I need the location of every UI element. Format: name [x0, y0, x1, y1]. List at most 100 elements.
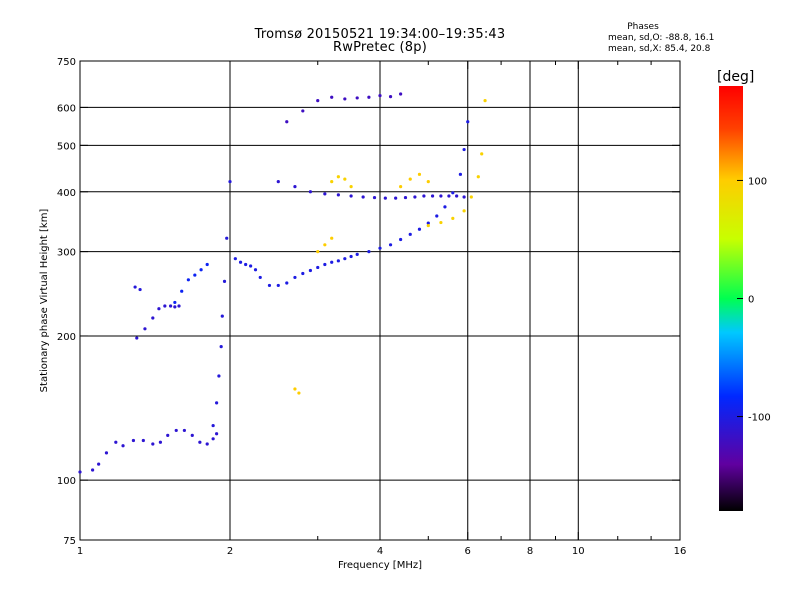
- data-point-o: [211, 423, 215, 428]
- data-point-o: [336, 259, 340, 263]
- data-point-o: [443, 205, 447, 209]
- data-point-o: [349, 254, 353, 259]
- data-point-o: [114, 440, 118, 444]
- data-point-x: [330, 236, 334, 240]
- data-point-o: [293, 185, 297, 189]
- data-point-o: [104, 451, 109, 455]
- data-point-o: [403, 195, 408, 200]
- data-point-x: [330, 180, 334, 184]
- x-axis-label: Frequency [MHz]: [338, 560, 422, 571]
- data-point-o: [244, 262, 248, 267]
- data-point-o: [180, 289, 184, 293]
- data-point-o: [308, 268, 313, 273]
- data-point-o: [408, 232, 412, 236]
- y-tick-label: 750: [57, 57, 76, 68]
- data-point-x: [417, 172, 422, 176]
- data-point-o: [190, 433, 194, 438]
- data-point-o: [330, 260, 334, 264]
- y-tick-label: 600: [57, 103, 76, 114]
- data-point-o: [413, 195, 417, 199]
- data-point-o: [383, 196, 387, 200]
- data-point-o: [422, 194, 426, 198]
- data-point-o: [372, 195, 377, 200]
- data-point-o: [336, 193, 340, 197]
- colorbar-tick-label: 100: [748, 176, 767, 187]
- x-tick-label: 1: [77, 546, 83, 557]
- data-point-o: [78, 470, 82, 474]
- y-tick-label: 75: [63, 536, 76, 547]
- data-point-o: [276, 283, 280, 288]
- data-point-x: [480, 152, 484, 156]
- data-point-o: [166, 433, 170, 438]
- data-point-o: [367, 250, 371, 254]
- data-point-o: [157, 307, 161, 311]
- data-point-o: [233, 257, 237, 261]
- y-tick-label: 200: [57, 332, 76, 343]
- data-point-x: [293, 387, 297, 391]
- data-point-o: [455, 194, 459, 198]
- data-point-x: [343, 177, 347, 181]
- colorbar-tick-label: -100: [748, 413, 771, 424]
- data-point-o: [199, 268, 203, 272]
- x-tick-label: 16: [674, 546, 687, 557]
- data-point-o: [378, 246, 382, 250]
- data-point-o: [228, 180, 232, 184]
- data-point-o: [169, 304, 173, 308]
- data-point-x: [316, 250, 320, 254]
- data-point-o: [205, 262, 209, 267]
- colorbar-unit-label: [deg]: [717, 69, 755, 85]
- data-point-o: [323, 262, 327, 267]
- data-point-o: [219, 345, 223, 349]
- data-point-o: [276, 180, 280, 184]
- data-point-x: [399, 185, 403, 189]
- data-point-o: [361, 195, 365, 199]
- data-point-o: [205, 442, 209, 446]
- data-point-o: [158, 440, 163, 444]
- data-point-o: [267, 283, 272, 288]
- data-point-o: [388, 95, 393, 99]
- data-point-o: [173, 300, 177, 305]
- data-point-o: [343, 257, 347, 261]
- data-point-o: [135, 336, 139, 340]
- data-point-o: [151, 316, 155, 320]
- data-point-o: [141, 438, 145, 443]
- data-point-x: [323, 243, 327, 247]
- data-point-x: [483, 98, 487, 103]
- data-point-o: [399, 237, 403, 242]
- data-point-o: [367, 95, 371, 99]
- data-point-x: [426, 180, 430, 184]
- data-point-o: [97, 462, 101, 466]
- data-point-o: [301, 109, 305, 113]
- data-point-o: [435, 214, 439, 218]
- y-tick-label: 500: [57, 141, 76, 152]
- data-point-o: [462, 195, 466, 199]
- data-point-o: [138, 287, 142, 292]
- data-point-o: [285, 120, 289, 124]
- data-point-o: [215, 432, 219, 436]
- data-point-x: [476, 175, 480, 179]
- data-point-o: [121, 444, 125, 448]
- data-point-o: [378, 94, 382, 98]
- data-point-o: [316, 265, 320, 270]
- data-point-o: [447, 194, 451, 198]
- data-point-o: [163, 304, 167, 308]
- data-point-o: [215, 401, 219, 405]
- phases-x-stats: mean, sd,X: 85.4, 20.8: [608, 44, 711, 54]
- data-point-o: [211, 437, 215, 441]
- chart-subtitle: RwPretec (8p): [333, 40, 427, 55]
- data-point-x: [469, 195, 473, 199]
- data-point-o: [238, 260, 243, 264]
- x-tick-label: 2: [227, 546, 233, 557]
- data-point-o: [330, 95, 334, 99]
- data-point-x: [451, 216, 455, 220]
- data-point-x: [349, 185, 353, 189]
- data-point-o: [285, 281, 289, 285]
- data-point-o: [308, 190, 313, 194]
- x-tick-label: 4: [377, 546, 383, 557]
- data-point-o: [253, 268, 258, 272]
- data-point-o: [198, 440, 202, 444]
- data-point-o: [174, 428, 178, 433]
- data-point-o: [355, 252, 359, 257]
- data-point-o: [462, 147, 466, 152]
